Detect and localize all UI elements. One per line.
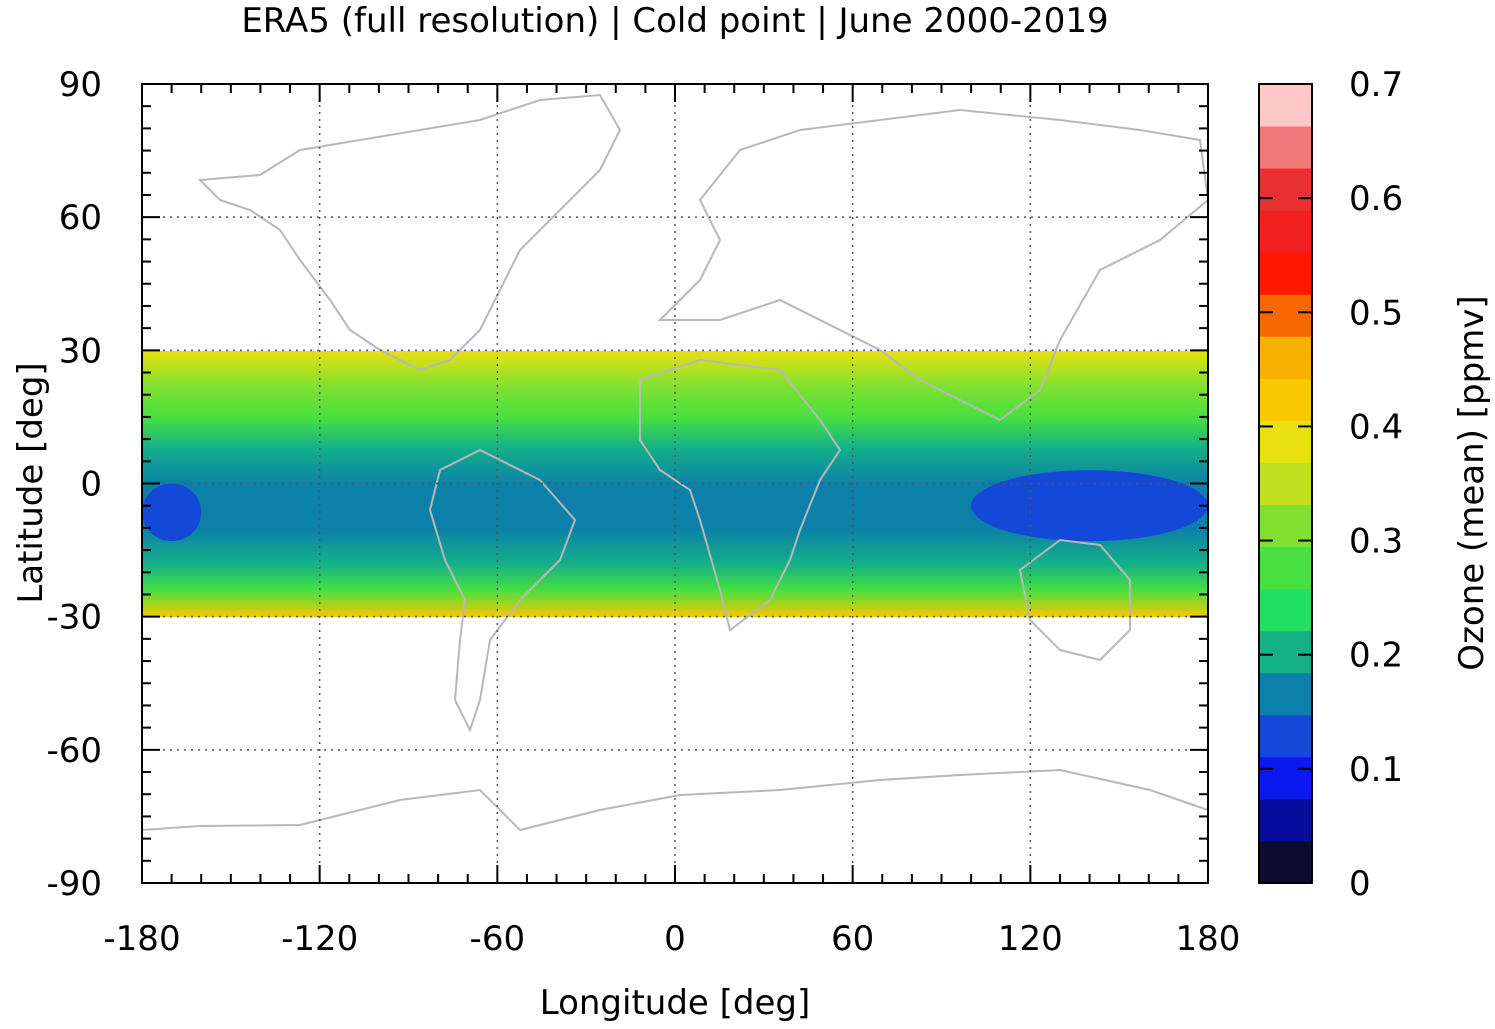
- x-tick-label: 180: [1176, 919, 1241, 959]
- colorbar-segment: [1259, 546, 1312, 590]
- x-tick-label: 120: [998, 919, 1063, 959]
- y-tick-label: -30: [46, 598, 102, 638]
- colorbar-segment: [1259, 672, 1312, 716]
- colorbar-tick-label: 0.1: [1349, 750, 1403, 790]
- colorbar-tick-label: 0.6: [1349, 179, 1403, 219]
- low-region-west-pacific-minimum: [971, 470, 1208, 542]
- y-tick-label: 30: [59, 331, 102, 371]
- y-tick-label: 0: [80, 465, 102, 505]
- x-tick-label: -180: [103, 919, 180, 959]
- axis-ticks: [141, 83, 1209, 884]
- grid-lines: [142, 84, 1208, 883]
- coastline-africa: [639, 358, 842, 632]
- coastline-south-america: [428, 448, 577, 733]
- y-tick-label: -60: [46, 731, 102, 771]
- y-tick-label: -90: [46, 864, 102, 904]
- colorbar-segment: [1259, 420, 1312, 463]
- colorbar-tick-labels: 0 0.1 0.2 0.3 0.4 0.5 0.6 0.7: [1349, 65, 1403, 904]
- colorbar-tick-label: 0.5: [1349, 293, 1403, 333]
- x-tick-label: 60: [831, 919, 874, 959]
- y-tick-label: 60: [59, 198, 102, 238]
- colorbar-tick-label: 0: [1349, 864, 1371, 904]
- colorbar-segment: [1259, 294, 1312, 337]
- x-tick-label: -60: [470, 919, 526, 959]
- low-region-layer: [142, 470, 1208, 542]
- coastline-australia: [1018, 538, 1131, 662]
- colorbar-segment: [1259, 252, 1312, 295]
- coastline-antarctica: [141, 768, 1209, 832]
- x-tick-label: 0: [664, 919, 686, 959]
- colorbar-tick-label: 0.7: [1349, 65, 1403, 105]
- coastline-eurasia: [657, 108, 1210, 422]
- y-tick-labels: 90 60 30 0 -30 -60 -90: [46, 65, 102, 904]
- colorbar-segment: [1259, 84, 1312, 127]
- coastline-north-america: [197, 93, 622, 372]
- colorbar-segment: [1259, 630, 1312, 674]
- colorbar-segment: [1259, 714, 1312, 758]
- y-tick-label: 90: [59, 65, 102, 105]
- colorbar-tick-label: 0.2: [1349, 636, 1403, 676]
- colorbar-segment: [1259, 126, 1312, 169]
- x-tick-label: -120: [281, 919, 358, 959]
- colorbar-segment: [1259, 378, 1312, 421]
- colorbar-label: Ozone (mean) [ppmv]: [1452, 295, 1492, 670]
- colorbar-segment: [1259, 336, 1312, 379]
- colorbar-segment: [1259, 462, 1312, 506]
- colorbar-segment: [1259, 210, 1312, 253]
- colorbar-segment: [1259, 756, 1312, 800]
- colorbar-frame: [1258, 83, 1313, 884]
- low-region-date-line-minimum: [142, 483, 202, 542]
- x-axis-label: Longitude [deg]: [540, 983, 811, 1023]
- colorbar-segment: [1259, 798, 1312, 842]
- y-axis-label: Latitude [deg]: [11, 362, 51, 603]
- colorbar: [1259, 83, 1312, 884]
- colorbar-tick-label: 0.3: [1349, 522, 1403, 562]
- chart-title: ERA5 (full resolution) | Cold point | Ju…: [241, 1, 1108, 41]
- coastlines: [141, 93, 1210, 832]
- x-tick-labels: -180 -120 -60 0 60 120 180: [103, 919, 1240, 959]
- colorbar-segment: [1259, 168, 1312, 211]
- colorbar-tick-label: 0.4: [1349, 407, 1403, 447]
- colorbar-segment: [1259, 588, 1312, 632]
- colorbar-segment: [1259, 840, 1312, 884]
